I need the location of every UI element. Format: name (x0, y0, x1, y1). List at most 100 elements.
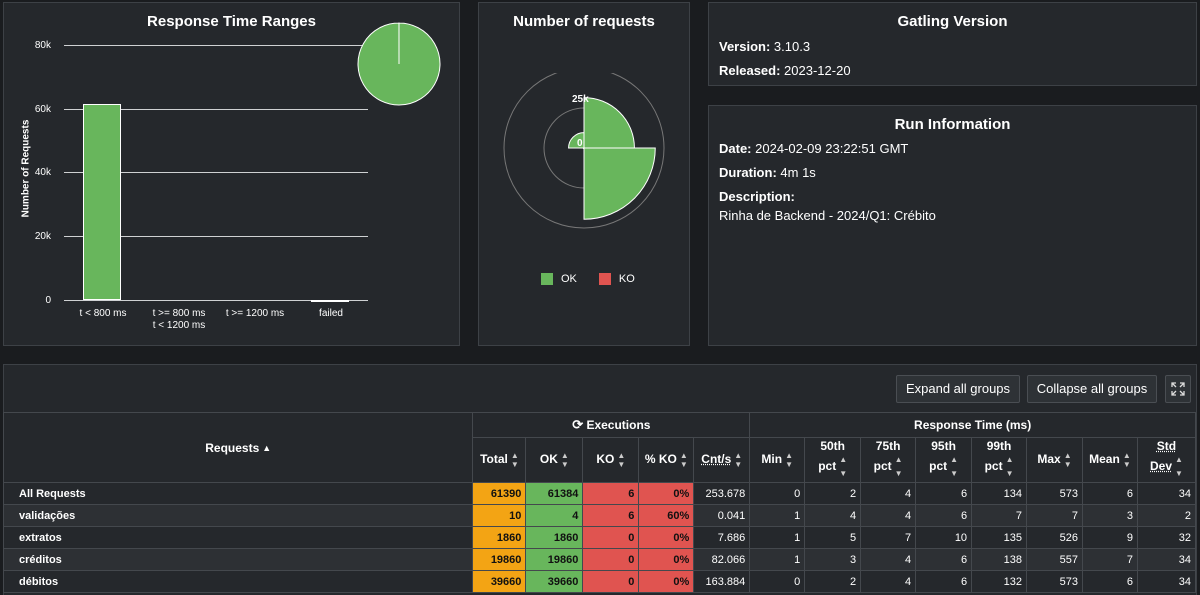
col-min[interactable]: Min ▲ ▼ (749, 437, 806, 483)
table-row[interactable]: All Requests 61390 61384 6 0% 253.678 0 2 4 6 134 5… (2, 482, 1197, 505)
col-mean[interactable]: Mean ▲ ▼ (1081, 437, 1138, 483)
expand-all-groups-button[interactable]: Expand all groups (896, 375, 1020, 403)
cell-mean: 9 (1081, 526, 1138, 549)
cell-std: 32 (1136, 526, 1197, 549)
cell-min: 0 (749, 570, 806, 593)
table-row[interactable]: validações 10 4 6 60% 0.041 1 4 4 6 7 7 3 2 (2, 504, 1197, 527)
executions-header: ⟳ Executions (472, 412, 751, 438)
cell-p75: 4 (860, 504, 917, 527)
cell-total: 10 (472, 504, 527, 527)
cell-pctko: 0% (638, 526, 695, 549)
cell-p50: 2 (804, 570, 862, 593)
y-tick-label: 0 (45, 295, 51, 306)
sort-icon: ▲ ▼ (950, 455, 959, 478)
legend-ok-swatch[interactable] (541, 273, 553, 285)
collapse-all-groups-button[interactable]: Collapse all groups (1027, 375, 1157, 403)
cell-p75: 4 (860, 570, 917, 593)
cell-cnts: 0.041 (693, 504, 751, 527)
bar[interactable] (83, 104, 121, 300)
cell-ko: 6 (582, 504, 640, 527)
cell-p99: 132 (971, 570, 1028, 593)
cell-total: 39660 (472, 570, 527, 593)
bar[interactable] (311, 299, 349, 302)
x-axis-line (64, 300, 368, 301)
col-p50[interactable]: 50th pct ▲ ▼ (804, 437, 862, 483)
sort-icon: ▲ ▼ (510, 451, 519, 469)
request-name[interactable]: validações (2, 504, 474, 527)
cell-min: 0 (749, 482, 806, 505)
run-information-panel: Run Information Date: 2024-02-09 23:22:5… (708, 105, 1197, 346)
sort-icon: ▲ ▼ (785, 451, 794, 469)
col-pct-ko[interactable]: % KO ▲ ▼ (638, 437, 695, 483)
y-tick-label: 80k (34, 40, 51, 51)
statistics-table: Requests ▲ ⟳ Executions Response Time (ms… (2, 412, 1197, 593)
expand-icon (1171, 382, 1185, 396)
y-tick-label: 20k (34, 231, 51, 242)
cell-ko: 0 (582, 570, 640, 593)
col-ok[interactable]: OK ▲ ▼ (525, 437, 584, 483)
cell-p95: 6 (915, 482, 973, 505)
cell-pctko: 0% (638, 570, 695, 593)
polar-segment-ok[interactable] (583, 97, 635, 149)
sort-icon: ▲ ▼ (617, 451, 626, 469)
fullscreen-button[interactable] (1165, 375, 1191, 403)
sort-icon: ▲ ▼ (1175, 455, 1183, 478)
cell-ok: 1860 (525, 526, 584, 549)
cell-min: 1 (749, 504, 806, 527)
cell-cnts: 7.686 (693, 526, 751, 549)
polar-segment-ok[interactable] (583, 147, 656, 220)
cell-p99: 138 (971, 548, 1028, 571)
sort-icon: ▲ ▼ (560, 451, 569, 469)
response-time-ranges-panel: Response Time Ranges Number of Requests … (3, 2, 460, 346)
sort-asc-icon: ▲ (262, 443, 272, 454)
col-std-dev[interactable]: Std Dev ▲ ▼ (1136, 437, 1197, 483)
cell-max: 557 (1026, 548, 1083, 571)
cell-max: 573 (1026, 482, 1083, 505)
table-row[interactable]: créditos 19860 19860 0 0% 82.066 1 3 4 6 138 557 7 34 (2, 548, 1197, 571)
table-row[interactable]: débitos 39660 39660 0 0% 163.884 0 2 4 6 132 573 6 34 (2, 570, 1197, 593)
description-value: Rinha de Backend - 2024/Q1: Crébito (719, 208, 936, 223)
table-row[interactable]: extratos 1860 1860 0 0% 7.686 1 5 7 10 135 526 9 32 (2, 526, 1197, 549)
response-time-header: Response Time (ms) (749, 412, 1196, 438)
col-p99[interactable]: 99th pct ▲ ▼ (971, 437, 1028, 483)
cell-ok: 19860 (525, 548, 584, 571)
col-ko[interactable]: KO ▲ ▼ (582, 437, 640, 483)
polar-tick-label: 25k (572, 94, 589, 105)
cell-p95: 10 (915, 526, 973, 549)
cell-p75: 4 (860, 548, 917, 571)
panel-title: Number of requests (513, 13, 655, 30)
cell-max: 573 (1026, 570, 1083, 593)
released-row: Released: 2023-12-20 (719, 63, 851, 78)
panel-title: Gatling Version (897, 13, 1008, 30)
cell-cnts: 253.678 (693, 482, 751, 505)
sort-icon: ▲ ▼ (1005, 455, 1014, 478)
legend-ok-label[interactable]: OK (561, 273, 577, 285)
grid-line (64, 172, 368, 173)
cell-p75: 7 (860, 526, 917, 549)
cell-ko: 0 (582, 548, 640, 571)
requests-header[interactable]: Requests ▲ (2, 412, 474, 483)
cell-cnts: 163.884 (693, 570, 751, 593)
col-p95[interactable]: 95th pct ▲ ▼ (915, 437, 973, 483)
request-name[interactable]: débitos (2, 570, 474, 593)
cell-p75: 4 (860, 482, 917, 505)
col-p75[interactable]: 75th pct ▲ ▼ (860, 437, 917, 483)
col-cnt-per-sec[interactable]: Cnt/s ▲ ▼ (693, 437, 751, 483)
legend-ko-label[interactable]: KO (618, 273, 635, 285)
grid-line (64, 45, 368, 46)
y-tick-label: 60k (34, 104, 51, 115)
cell-total: 61390 (472, 482, 527, 505)
grid-line (64, 236, 368, 237)
x-category-label: t >= 1200 ms (225, 308, 285, 319)
col-max[interactable]: Max ▲ ▼ (1026, 437, 1083, 483)
cell-p95: 6 (915, 504, 973, 527)
request-name[interactable]: extratos (2, 526, 474, 549)
cell-mean: 6 (1081, 482, 1138, 505)
legend-ko-swatch[interactable] (598, 273, 611, 285)
request-name[interactable]: All Requests (2, 482, 474, 505)
cell-total: 1860 (472, 526, 527, 549)
sort-icon: ▲ ▼ (734, 451, 743, 469)
col-total[interactable]: Total ▲ ▼ (472, 437, 527, 483)
request-name[interactable]: créditos (2, 548, 474, 571)
x-category-label: t >= 800 ms t < 1200 ms (152, 308, 206, 331)
